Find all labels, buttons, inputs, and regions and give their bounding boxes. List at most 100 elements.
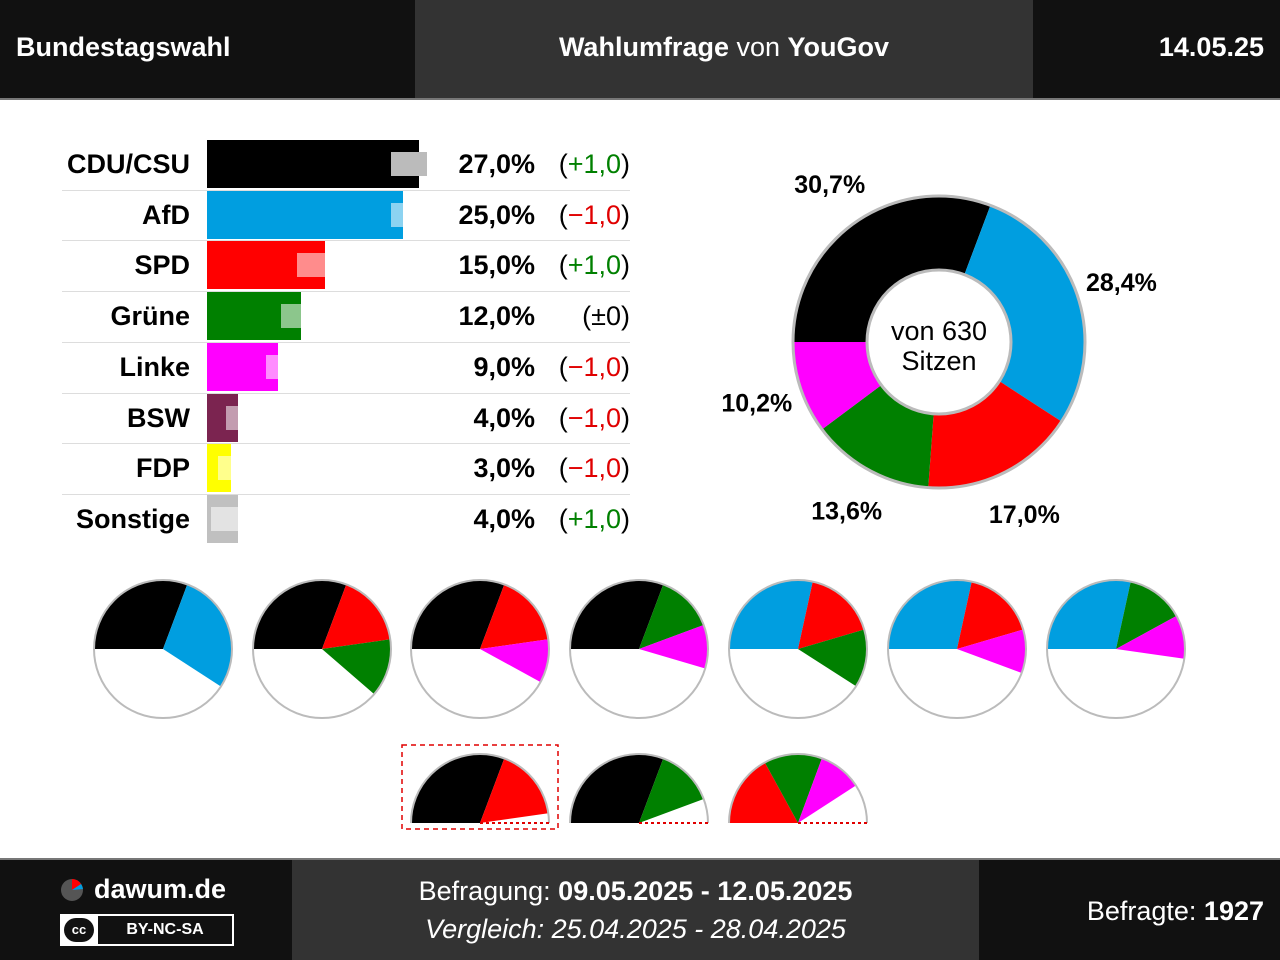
footer-divider [0, 858, 1280, 860]
dawum-logo-icon [61, 879, 83, 901]
party-name-linke: Linke [119, 351, 190, 382]
coalition-chart-7 [1046, 579, 1186, 719]
change-value: −1,0 [567, 351, 621, 382]
coalition-outline [1046, 579, 1186, 719]
previous-value-marker-sonstige [210, 506, 247, 531]
paren-close: ) [621, 301, 630, 332]
coalition-slice-cdu-csu [253, 580, 347, 649]
previous-value-marker-fdp [218, 456, 255, 481]
coalition-slice-afd [888, 580, 972, 649]
brand[interactable]: dawum.de [60, 874, 226, 905]
coalition-outline [410, 579, 550, 719]
seat-total-label: von 630 [891, 316, 987, 346]
party-name-fdp: FDP [136, 453, 190, 484]
previous-value-marker-cdu-csu [391, 152, 428, 176]
party-name-spd: SPD [134, 250, 190, 281]
header-right: 14.05.25 [1033, 0, 1280, 98]
coalition-chart-1 [93, 579, 233, 719]
coalition-chart-4 [569, 579, 709, 719]
coalition-outline [252, 579, 392, 719]
coalition-chart-8 [401, 744, 559, 830]
respondents-label: Befragte: [1086, 896, 1204, 926]
license-badge[interactable]: cc BY-NC-SA [60, 914, 234, 946]
change-bsw: (−1,0) [470, 403, 630, 434]
brand-name: dawum.de [94, 874, 227, 904]
election-title: Bundestagswahl [16, 32, 231, 62]
coalition-slice-cdu-csu [411, 753, 505, 823]
row-divider [62, 189, 630, 191]
value-sonstige: 4,0% [473, 503, 535, 534]
coalition-chart-6 [887, 579, 1027, 719]
change-value: +1,0 [567, 149, 621, 179]
bar-cdu-csu [207, 140, 419, 188]
paren-open: ( [582, 301, 592, 332]
coalition-lower-half [888, 649, 1026, 718]
seat-share-label-afd: 28,4% [1086, 269, 1157, 297]
coalition-slice-afd [163, 584, 233, 687]
license-text: BY-NC-SA [98, 916, 232, 944]
party-name-gr-ne: Grüne [110, 301, 190, 332]
paren-close: ) [621, 199, 630, 230]
paren-open: ( [558, 453, 568, 484]
change-fdp: (−1,0) [470, 453, 630, 484]
previous-value-marker-gr-ne [281, 304, 318, 329]
paren-open: ( [558, 149, 568, 179]
value-bsw: 4,0% [473, 402, 535, 433]
bar-afd [207, 190, 404, 239]
change-value: +1,0 [567, 250, 621, 281]
party-name-sonstige: Sonstige [75, 503, 190, 534]
coalition-slice-gr-ne [322, 639, 391, 695]
seat-pie-center [865, 268, 1013, 416]
party-name-cdu-csu: CDU/CSU [66, 149, 190, 179]
seat-share-label-cdu-csu: 30,7% [794, 171, 865, 199]
header-left: Bundestagswahl [0, 0, 415, 98]
header-bar: Bundestagswahl Wahlumfrage von YouGov 14… [0, 0, 1280, 98]
change-cdu-csu: (+1,0) [470, 149, 630, 180]
change-value: −1,0 [567, 199, 621, 230]
poll-date: 14.05.25 [1158, 32, 1264, 62]
footer-mid: Befragung: 09.05.2025 - 12.05.2025 Vergl… [292, 860, 979, 960]
change-sonstige: (+1,0) [470, 504, 630, 535]
previous-value-marker-afd [391, 202, 428, 227]
seat-slice-gr-ne [822, 385, 934, 488]
coalition-slice-spd [480, 758, 549, 823]
value-gr-ne: 12,0% [458, 301, 535, 332]
paren-close: ) [621, 351, 630, 382]
survey-period-label: Befragung: [418, 876, 559, 906]
seat-share-label-spd: 17,0% [989, 501, 1060, 529]
paren-open: ( [558, 351, 568, 382]
previous-value-marker-spd [296, 253, 333, 278]
comparison-label: Vergleich: [425, 914, 552, 944]
seat-slice-linke [793, 342, 882, 430]
coalition-slice-afd [1047, 580, 1131, 649]
coalition-outline [569, 579, 709, 719]
footer-right: Befragte: 1927 [979, 860, 1280, 960]
change-value: −1,0 [567, 453, 621, 484]
footer-left: dawum.de cc BY-NC-SA [0, 860, 292, 960]
paren-close: ) [621, 250, 630, 281]
value-fdp: 3,0% [473, 453, 535, 484]
row-divider [62, 291, 630, 293]
coalition-slice-linke [639, 624, 708, 669]
cc-icon: cc [64, 918, 94, 942]
paren-close: ) [621, 402, 630, 433]
coalition-slice-gr-ne [798, 629, 868, 687]
coalition-chart-9 [569, 753, 709, 824]
value-afd: 25,0% [458, 199, 535, 230]
coalition-slice-gr-ne [1116, 581, 1177, 649]
paren-open: ( [558, 199, 568, 230]
coalition-outline [728, 753, 868, 824]
paren-open: ( [558, 503, 568, 534]
coalition-outline [569, 753, 709, 824]
coalition-slice-linke [957, 629, 1026, 674]
coalition-slice-cdu-csu [411, 580, 505, 649]
value-linke: 9,0% [473, 351, 535, 382]
paren-close: ) [621, 453, 630, 484]
party-name-bsw: BSW [127, 402, 190, 433]
seat-slice-cdu-csu [793, 195, 991, 342]
change-linke: (−1,0) [470, 352, 630, 383]
paren-close: ) [621, 149, 630, 179]
change-value: ±0 [591, 301, 621, 332]
coalition-highlight-frame [401, 744, 559, 830]
